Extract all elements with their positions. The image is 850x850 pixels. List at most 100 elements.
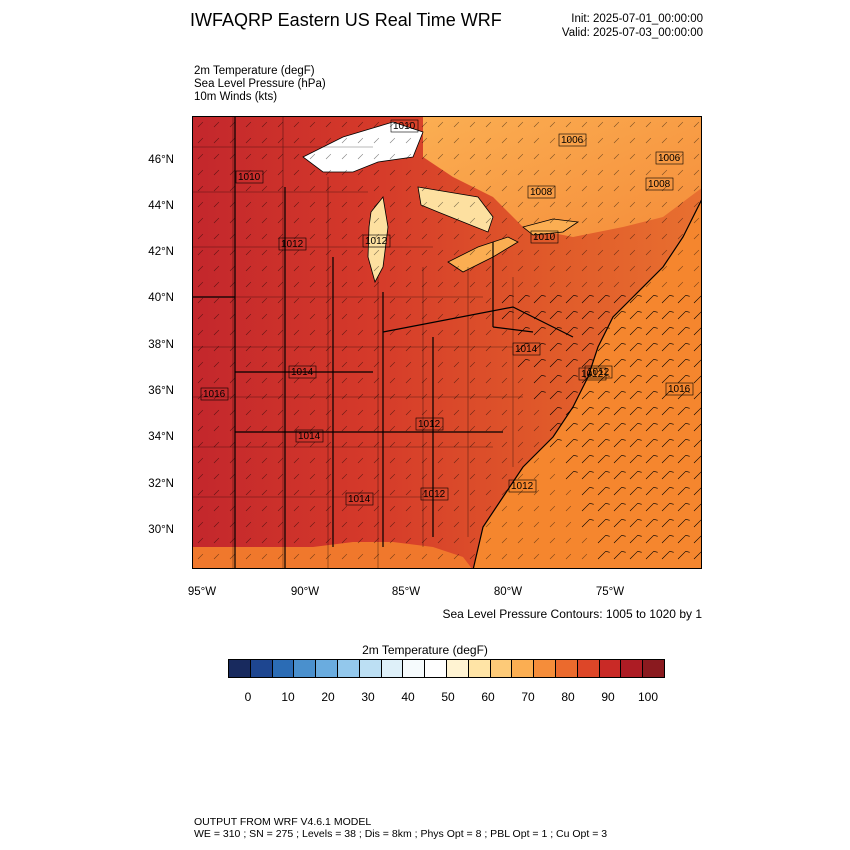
- wind-barb: [197, 169, 204, 176]
- wind-barb: [581, 311, 594, 320]
- wind-barb: [357, 169, 364, 176]
- pressure-label: 1012: [587, 367, 610, 378]
- wind-barb: [197, 281, 204, 288]
- wind-barb: [565, 391, 578, 400]
- wind-barb: [261, 185, 268, 192]
- wind-barb: [453, 121, 460, 128]
- wind-barb: [277, 489, 284, 496]
- wind-barb: [229, 553, 236, 560]
- wind-barb: [501, 217, 508, 224]
- colorbar-tick-label: 40: [401, 690, 415, 704]
- wind-barb: [277, 121, 284, 128]
- wind-barb: [293, 137, 300, 144]
- wind-barb: [645, 201, 652, 208]
- wind-barb: [693, 455, 701, 464]
- wind-barb: [501, 393, 508, 400]
- wind-barb: [501, 489, 508, 496]
- wind-barb: [293, 345, 300, 352]
- wind-barb: [469, 313, 476, 320]
- wind-barb: [421, 233, 428, 240]
- wind-barb: [549, 505, 556, 512]
- pressure-label-box: [584, 365, 613, 379]
- wind-barb: [453, 169, 460, 176]
- wind-barb: [277, 521, 284, 528]
- wind-barb: [213, 553, 220, 560]
- wind-barb: [613, 137, 620, 144]
- wind-barb: [261, 393, 268, 400]
- wind-barb: [229, 297, 236, 304]
- wind-barb: [629, 327, 642, 336]
- wind-barb: [453, 249, 460, 256]
- wind-barb: [581, 233, 588, 240]
- wind-barb: [565, 233, 572, 240]
- pressure-label: 1010: [533, 232, 556, 243]
- wind-barb: [277, 281, 284, 288]
- wind-barb: [373, 329, 380, 336]
- wind-barb: [629, 281, 636, 288]
- wind-barb: [613, 407, 626, 416]
- lon-label: 75°W: [595, 586, 625, 598]
- wind-barb: [661, 375, 674, 384]
- colorbar-swatch: [403, 660, 426, 677]
- wind-barb: [453, 521, 460, 528]
- wind-barb: [645, 375, 658, 384]
- wind-barb: [533, 359, 546, 368]
- colorbar-swatch: [446, 660, 469, 677]
- wind-barb: [629, 137, 636, 144]
- wind-barb: [549, 423, 562, 432]
- wind-barb: [197, 393, 204, 400]
- wind-barb: [229, 233, 236, 240]
- wind-barb: [581, 343, 594, 352]
- wind-barb: [661, 487, 674, 496]
- wind-barb: [645, 311, 658, 320]
- wind-barb: [565, 423, 578, 432]
- wind-barb: [389, 169, 396, 176]
- wind-barb: [309, 265, 316, 272]
- wind-barb: [565, 265, 572, 272]
- wind-barb: [245, 137, 252, 144]
- wind-barb: [421, 137, 428, 144]
- wind-barb: [597, 137, 604, 144]
- wind-barb: [341, 361, 348, 368]
- wind-barb: [677, 137, 684, 144]
- wind-barb: [485, 345, 492, 352]
- wind-barb: [517, 393, 524, 400]
- wind-barb: [629, 295, 642, 304]
- wind-barb: [565, 553, 572, 560]
- wind-barb: [453, 217, 460, 224]
- wind-barb: [517, 521, 524, 528]
- pressure-label-box: [508, 479, 537, 493]
- wind-barb: [325, 409, 332, 416]
- wind-barb: [565, 153, 572, 160]
- wind-barb: [645, 153, 652, 160]
- pressure-label-box: [415, 417, 444, 431]
- wind-barb: [261, 329, 268, 336]
- wind-barb: [661, 551, 674, 560]
- model-info: OUTPUT FROM WRF V4.6.1 MODEL: [194, 816, 372, 828]
- wind-barb: [341, 313, 348, 320]
- wind-barb: [437, 249, 444, 256]
- colorbar-swatch: [621, 660, 644, 677]
- wind-barb: [373, 137, 380, 144]
- wind-barb: [437, 169, 444, 176]
- wind-barb: [229, 345, 236, 352]
- wind-barb: [549, 375, 562, 384]
- wind-barb: [357, 201, 364, 208]
- wind-barb: [357, 377, 364, 384]
- wind-barb: [261, 537, 268, 544]
- wind-barb: [501, 295, 514, 304]
- wind-barb: [613, 439, 626, 448]
- wind-barb: [597, 265, 604, 272]
- wind-barb: [517, 233, 524, 240]
- wind-barb: [453, 457, 460, 464]
- wind-barb: [373, 393, 380, 400]
- wind-barb: [357, 121, 364, 128]
- wind-barb: [213, 425, 220, 432]
- wind-barb: [597, 343, 610, 352]
- wind-barb: [597, 281, 604, 288]
- wind-barb: [661, 535, 674, 544]
- wind-barb: [549, 439, 562, 448]
- wind-barb: [405, 553, 412, 560]
- colorbar-tick-label: 0: [244, 690, 252, 704]
- wind-barb: [261, 473, 268, 480]
